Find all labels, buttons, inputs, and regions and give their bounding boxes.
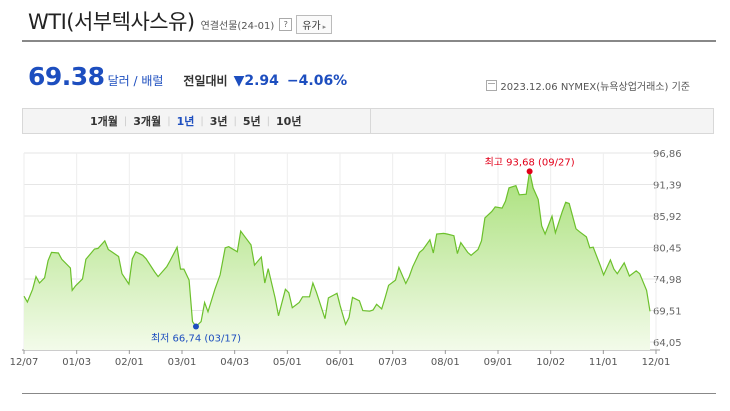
x-tick-label: 06/01 [326,357,355,368]
price-row: 69.38 달러 / 배럴 전일대비 ▼2.94 −4.06% [28,62,347,91]
page-title: WTI(서부텍사스유) [28,10,195,34]
tab-period-0[interactable]: 1개월 [90,115,118,128]
change-percent: −4.06% [286,73,348,89]
x-tick-label: 07/03 [378,357,407,368]
change-value: ▼2.94 [233,73,279,89]
tab-separator: | [233,115,237,127]
period-tabs: 1개월 | 3개월 | 1년 | 3년 | 5년 | 10년 [90,109,301,133]
title-row: WTI(서부텍사스유) 연결선물(24-01) ? 유가 ▸ [28,6,333,36]
change-label: 전일대비 [183,74,228,88]
y-tick-label: 96,86 [653,149,682,160]
price-unit: 달러 / 배럴 [107,74,164,88]
x-tick-label: 03/01 [168,357,197,368]
commodity-dropdown-label: 유가 [302,20,321,32]
tab-period-2[interactable]: 1년 [176,115,195,128]
tab-period-3[interactable]: 3년 [209,115,228,128]
x-tick-label: 08/01 [431,357,460,368]
tab-separator: | [167,115,171,127]
y-tick-label: 74,98 [653,275,682,286]
price-line [23,171,651,328]
y-tick-label: 80,45 [653,244,682,255]
x-tick-label: 12/07 [10,357,39,368]
y-tick-label: 69,51 [653,307,682,318]
footer-divider [22,393,716,394]
tab-separator: | [200,115,204,127]
tab-separator: | [123,115,128,127]
low-label: 최저 66,74 (03/17) [151,333,241,345]
y-tick-label: 91,39 [653,181,682,192]
tab-period-1[interactable]: 3개월 [133,115,162,128]
contract-subtitle: 연결선물(24-01) [200,20,275,32]
current-price: 69.38 [28,62,105,91]
source-text: 2023.12.06 NYMEX(뉴욕상업거래소) 기준 [500,82,690,93]
calendar-icon [486,80,498,91]
help-icon[interactable]: ? [279,17,293,31]
header-divider [22,40,716,42]
period-tabbar: 1개월 | 3개월 | 1년 | 3년 | 5년 | 10년 [22,108,714,134]
x-tick-label: 09/01 [484,357,513,368]
tab-period-5[interactable]: 10년 [276,115,302,128]
x-tick-label: 04/03 [220,357,249,368]
high-point [526,168,533,175]
x-tick-label: 01/03 [62,357,91,368]
commodity-dropdown[interactable]: 유가 ▸ [296,14,333,34]
y-tick-label: 85,92 [653,212,682,223]
caret-right-icon: ▸ [322,22,327,31]
tab-separator: | [266,115,271,127]
x-tick-label: 10/02 [536,357,565,368]
price-area [24,171,650,350]
x-tick-label: 12/01 [642,357,671,368]
price-chart: 96,86 91,39 85,92 80,45 74,98 69,51 64,05 12/07… [10,149,682,368]
source-note: 2023.12.06 NYMEX(뉴욕상업거래소) 기준 [486,78,690,93]
x-tick-label: 02/01 [115,357,144,368]
x-tick-label: 11/01 [589,357,618,368]
y-tick-label: 64,05 [653,338,682,349]
x-tick-label: 05/01 [273,357,302,368]
low-point [192,323,199,330]
high-label: 최고 93,68 (09/27) [485,156,575,168]
tab-period-4[interactable]: 5년 [242,115,261,128]
tabbar-divider [370,109,371,133]
